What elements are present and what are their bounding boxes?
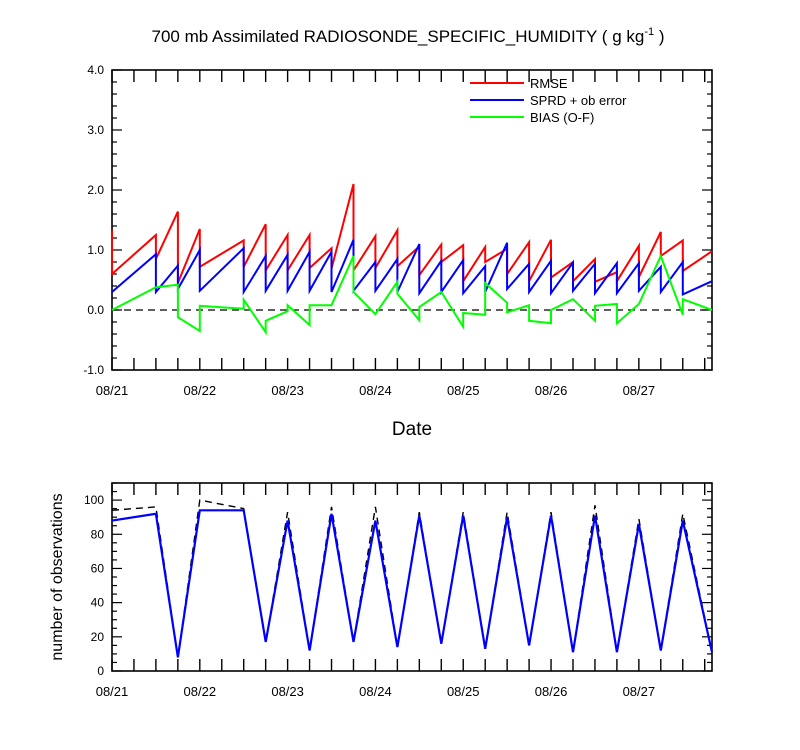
legend: RMSE SPRD + ob error BIAS (O-F) (470, 76, 627, 125)
series-line-rmse (111, 183, 713, 285)
x-tick-label: 08/26 (535, 383, 568, 398)
x-tick-label: 08/21 (96, 383, 129, 398)
x-tick-label: 08/22 (184, 684, 217, 699)
top-axis-ticks (111, 69, 712, 371)
legend-label: RMSE (530, 76, 568, 91)
series-line-sprd-ob-error (111, 239, 713, 297)
x-tick-label: 08/27 (623, 684, 656, 699)
y-tick-label: 100 (84, 493, 104, 507)
top-plot-frame (111, 69, 713, 371)
series-line-bias-o-f (111, 253, 713, 336)
x-tick-label: 08/23 (271, 383, 304, 398)
y-tick-label: -1.0 (83, 363, 104, 377)
y-tick-label: 2.0 (87, 183, 104, 197)
y-tick-label: 60 (91, 561, 105, 575)
y-tick-label: 80 (91, 527, 105, 541)
x-tick-label: 08/27 (623, 383, 656, 398)
legend-label: SPRD + ob error (530, 93, 627, 108)
y-tick-label: 3.0 (87, 123, 104, 137)
legend-label: BIAS (O-F) (530, 110, 594, 125)
observations-total-dashed-line (111, 499, 713, 658)
top-plot: -1.0 0.0 1.0 2.0 3.0 4.0 08/21 08/22 08/23 08/24… (83, 63, 713, 440)
chart-title: 700 mb Assimilated RADIOSONDE_SPECIFIC_H… (152, 26, 665, 46)
y-tick-label: 1.0 (87, 243, 104, 257)
x-tick-label: 08/26 (535, 684, 568, 699)
x-tick-label: 08/23 (271, 684, 304, 699)
x-tick-label: 08/24 (359, 383, 392, 398)
y-tick-label: 0 (97, 664, 104, 678)
top-series-lines (111, 183, 713, 336)
x-tick-label: 08/25 (447, 383, 480, 398)
chart-title-end: ) (654, 27, 664, 46)
y-tick-label: 0.0 (87, 303, 104, 317)
y-tick-label: 4.0 (87, 63, 104, 77)
y-tick-label: 20 (91, 630, 105, 644)
top-x-tick-labels: 08/21 08/22 08/23 08/24 08/25 08/26 08/27 (96, 383, 655, 398)
bottom-series-lines (111, 499, 714, 658)
x-tick-label: 08/21 (96, 684, 129, 699)
bottom-axis-ticks (111, 482, 712, 672)
chart-title-superscript: -1 (644, 26, 654, 38)
y-tick-label: 40 (91, 596, 105, 610)
x-tick-label: 08/25 (447, 684, 480, 699)
x-tick-label: 08/24 (359, 684, 392, 699)
top-y-tick-labels: -1.0 0.0 1.0 2.0 3.0 4.0 (83, 63, 104, 377)
chart-title-main: 700 mb Assimilated RADIOSONDE_SPECIFIC_H… (152, 27, 645, 46)
observations-used-line (111, 509, 714, 658)
bottom-y-tick-labels: 0 20 40 60 80 100 (84, 493, 104, 678)
x-tick-label: 08/22 (184, 383, 217, 398)
x-axis-label: Date (392, 419, 432, 440)
bottom-x-tick-labels: 08/21 08/22 08/23 08/24 08/25 08/26 08/27 (96, 684, 655, 699)
y-axis-label-observations: number of observations (49, 493, 66, 660)
